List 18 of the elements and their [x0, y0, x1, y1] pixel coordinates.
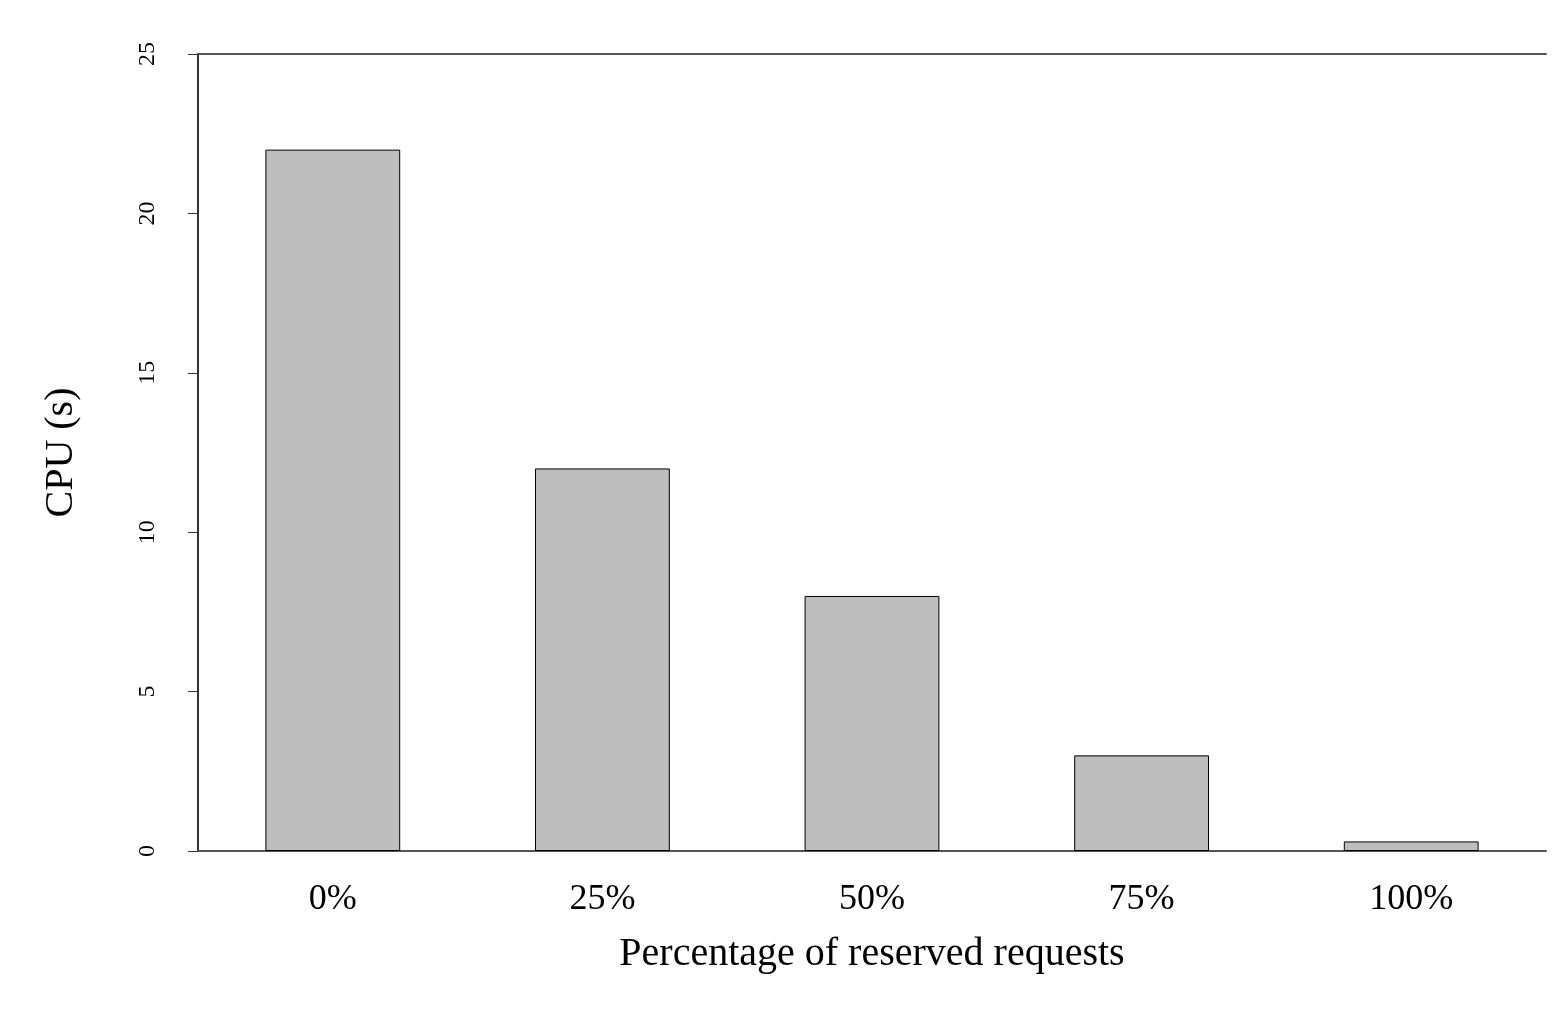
- bar: [265, 149, 401, 851]
- x-tick-label: 25%: [569, 877, 636, 917]
- y-tick-label: 0: [133, 845, 159, 857]
- bar: [1074, 755, 1209, 851]
- x-tick-label: 50%: [839, 877, 905, 917]
- y-tick-label: 20: [133, 201, 159, 226]
- x-axis-title: Percentage of reserved requests: [619, 928, 1125, 974]
- y-tick-label: 15: [133, 360, 159, 385]
- x-tick-label: 0%: [308, 877, 357, 917]
- bar: [804, 595, 940, 851]
- y-tick-label: 10: [133, 520, 159, 545]
- y-tick-label: 5: [133, 685, 159, 698]
- x-tick-label: 75%: [1108, 877, 1175, 917]
- y-tick-label: 25: [133, 42, 159, 66]
- y-axis-title: CPU (s): [35, 387, 81, 518]
- x-tick-label: 100%: [1369, 877, 1454, 917]
- bar: [535, 468, 670, 851]
- bar: [1343, 841, 1479, 851]
